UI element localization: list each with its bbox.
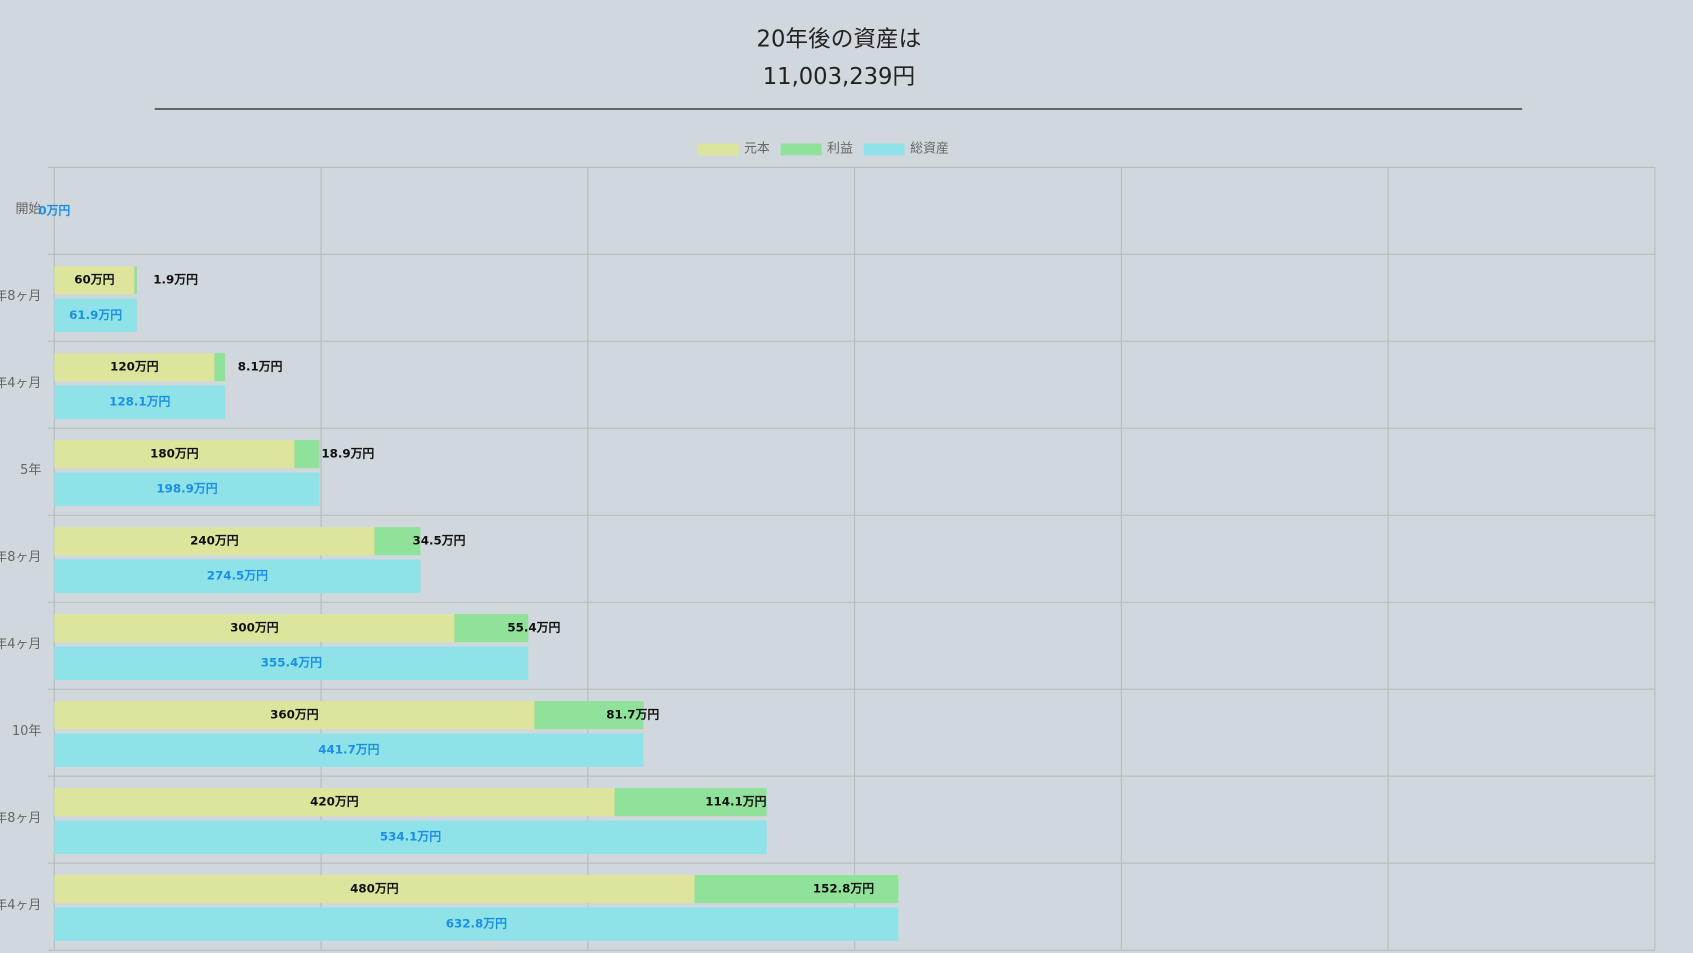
- data-label: 1.9万円: [153, 273, 198, 287]
- bar: [374, 527, 421, 556]
- y-tick-label: 5年: [20, 463, 41, 478]
- data-label: 60万円: [74, 273, 114, 287]
- data-label: 55.4万円: [507, 621, 560, 635]
- bar: [54, 701, 535, 730]
- data-label: 0万円: [38, 203, 70, 217]
- data-label: 34.5万円: [412, 534, 465, 548]
- bar: [454, 614, 529, 643]
- bar: [614, 788, 767, 817]
- bar: [54, 472, 320, 506]
- bar: [54, 614, 455, 643]
- data-label: 180万円: [150, 447, 199, 461]
- bar: [54, 907, 899, 941]
- y-tick-label: 年4ヶ月: [0, 637, 41, 652]
- data-label: 632.8万円: [446, 917, 507, 931]
- data-label: 441.7万円: [318, 743, 379, 757]
- data-label: 152.8万円: [813, 882, 874, 896]
- data-label: 128.1万円: [109, 395, 170, 409]
- data-label: 240万円: [190, 534, 239, 548]
- data-label: 120万円: [110, 360, 159, 374]
- bar: [54, 875, 695, 904]
- bar: [134, 266, 137, 295]
- legend-label: 利益: [827, 141, 853, 156]
- y-tick-label: 年8ヶ月: [0, 811, 41, 826]
- legend-swatch: [780, 143, 822, 156]
- data-label: 8.1万円: [238, 360, 283, 374]
- data-label: 534.1万円: [380, 830, 441, 844]
- y-tick-label: 10年: [12, 724, 41, 739]
- y-tick-label: 開始: [15, 202, 41, 217]
- bar: [54, 559, 421, 593]
- legend-swatch: [697, 143, 739, 156]
- bar: [294, 440, 320, 469]
- data-label: 81.7万円: [606, 708, 659, 722]
- bar: [54, 788, 615, 817]
- legend-swatch: [863, 143, 905, 156]
- bar: [694, 875, 899, 904]
- y-tick-label: 年4ヶ月: [0, 898, 41, 913]
- data-label: 300万円: [230, 621, 279, 635]
- bar: [54, 266, 135, 295]
- data-label: 480万円: [350, 882, 399, 896]
- bar: [54, 353, 215, 382]
- bar: [54, 298, 137, 332]
- y-tick-label: 年8ヶ月: [0, 550, 41, 565]
- y-tick-label: 年8ヶ月: [0, 289, 41, 304]
- bar: [54, 733, 644, 767]
- bar: [54, 820, 767, 854]
- data-label: 274.5万円: [207, 569, 268, 583]
- data-label: 420万円: [310, 795, 359, 809]
- bar: [54, 527, 375, 556]
- legend-label: 総資産: [910, 140, 949, 156]
- data-label: 114.1万円: [705, 795, 766, 809]
- data-label: 355.4万円: [261, 656, 322, 670]
- chart-title: 20年後の資産は: [757, 26, 922, 52]
- data-label: 198.9万円: [156, 482, 217, 496]
- legend: 元本 利益 総資産: [697, 140, 949, 156]
- legend-label: 元本: [744, 141, 770, 156]
- bar: [214, 353, 226, 382]
- data-label: 18.9万円: [321, 447, 374, 461]
- chart-subtitle: 11,003,239円: [763, 64, 915, 90]
- bar: [54, 440, 295, 469]
- bar: [54, 385, 226, 419]
- y-tick-label: 年4ヶ月: [0, 376, 41, 391]
- bar: [54, 646, 529, 680]
- data-label: 61.9万円: [69, 308, 122, 322]
- bar: [534, 701, 644, 730]
- data-label: 360万円: [270, 708, 319, 722]
